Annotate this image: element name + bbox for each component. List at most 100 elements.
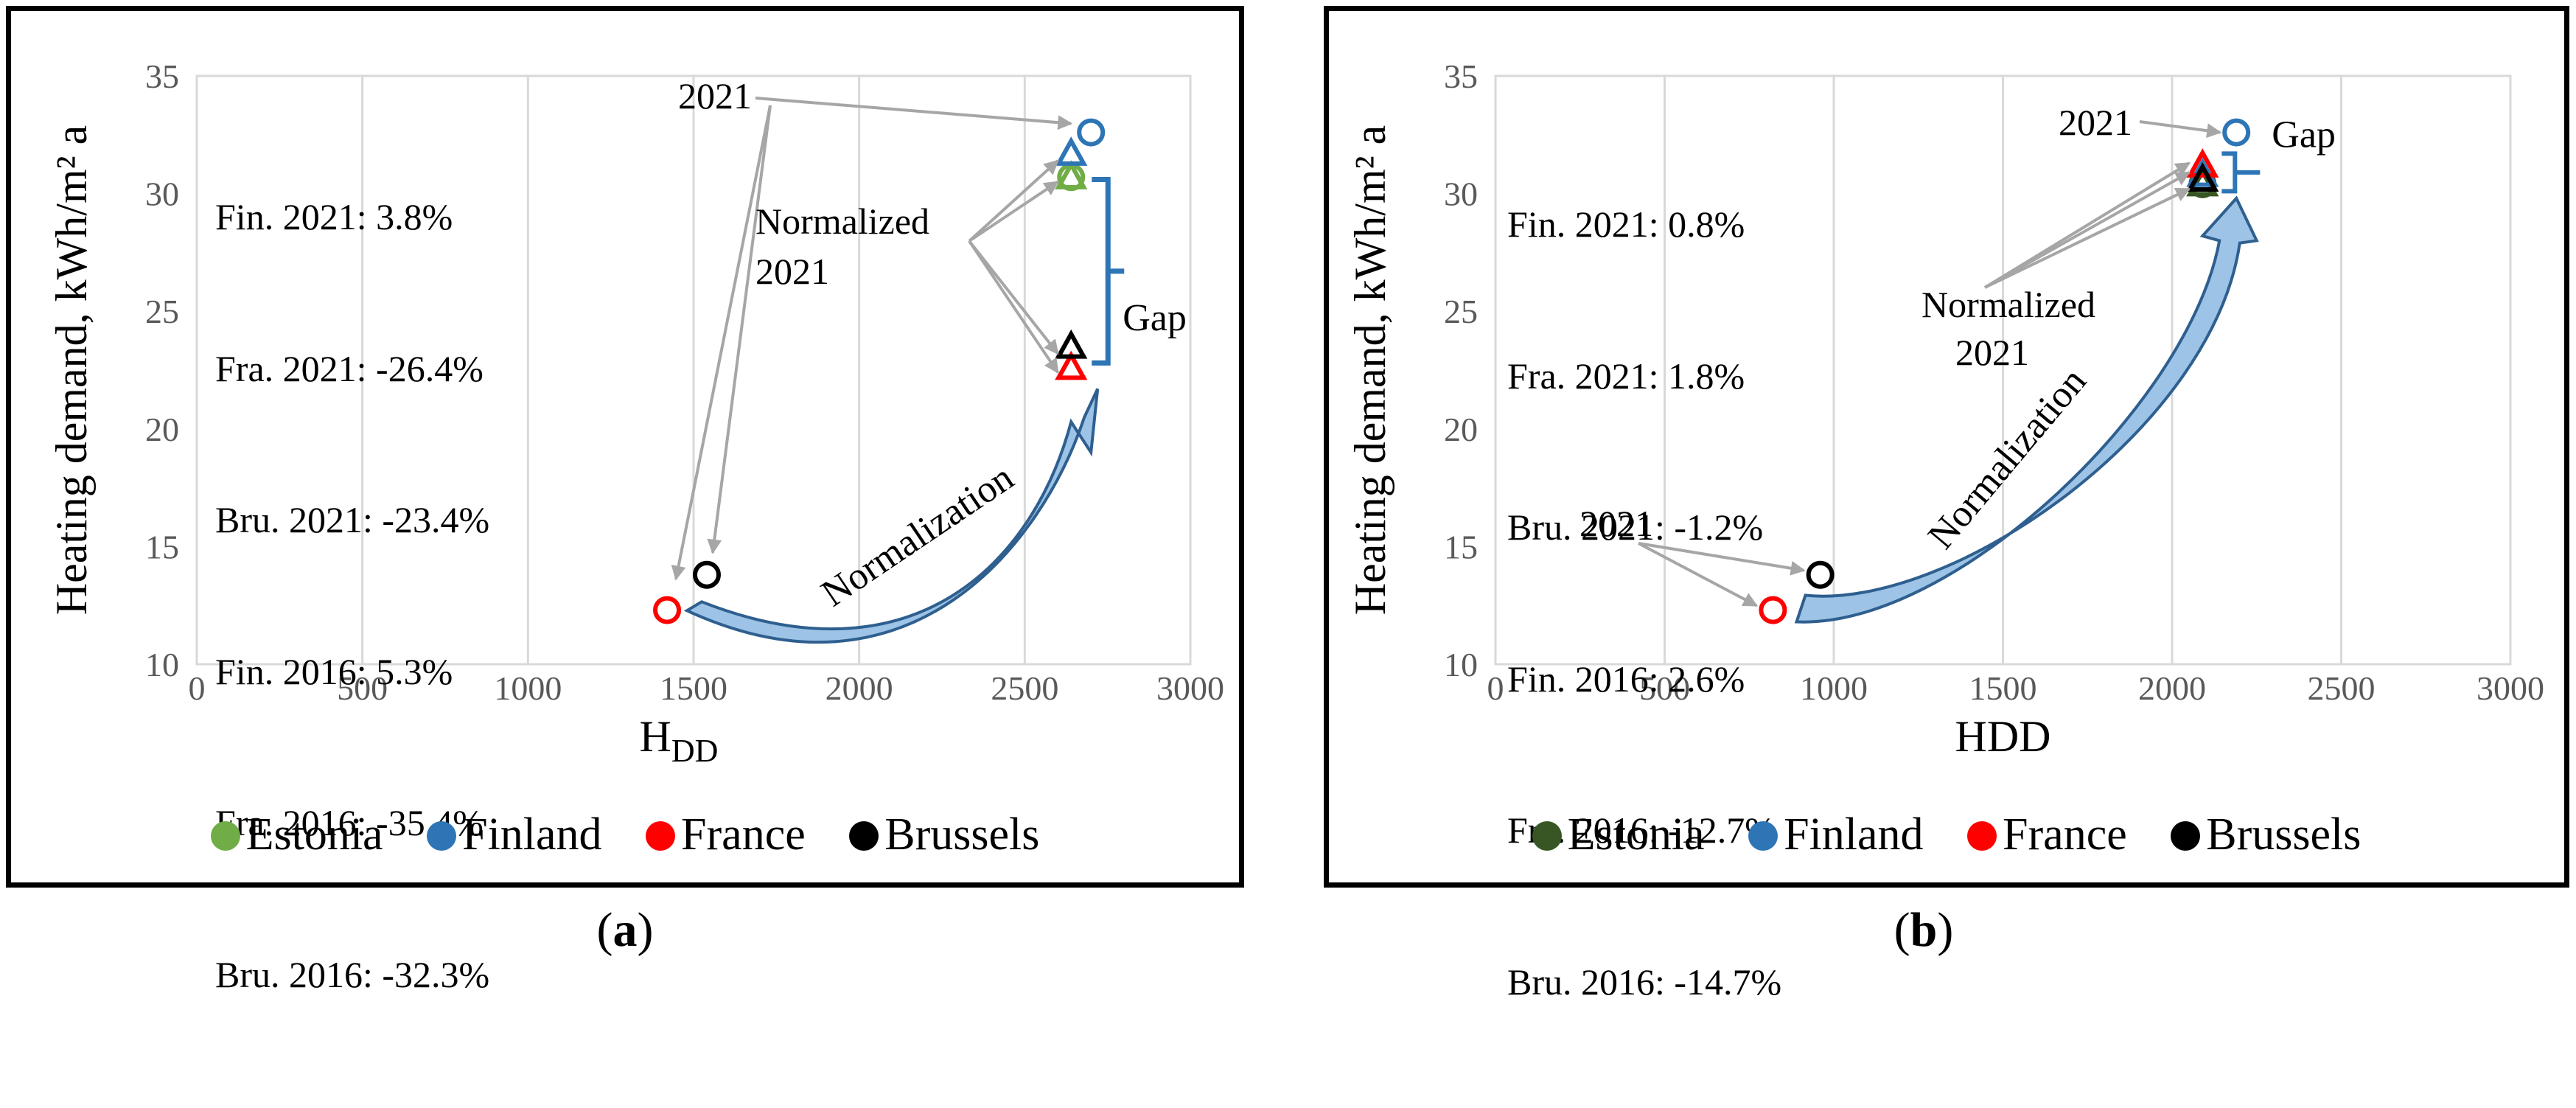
y-tick-label: 20 (145, 411, 179, 448)
data-point-france-normalized (1055, 350, 1088, 380)
stat-line: Fra. 2021: 1.8% (1507, 355, 1745, 397)
legend-item-brussels: Brussels (2171, 809, 2361, 861)
y-tick-label: 35 (145, 58, 179, 95)
normalization-label: Normalization (814, 456, 1022, 615)
legend-item-france: France (1967, 809, 2127, 861)
caption-letter: a (612, 903, 638, 957)
legend-label: Brussels (2206, 809, 2362, 860)
stat-line: Bru. 2021: -23.4% (215, 499, 490, 540)
annotation-arrow (968, 159, 1059, 243)
x-tick-label: 2500 (991, 669, 1058, 707)
stat-line: Fin. 2021: 0.8% (1507, 203, 1745, 245)
estonia-marker-icon (1532, 820, 1562, 851)
gap-label: Gap (2272, 114, 2336, 156)
annotation-normalized-label: Normalized (1921, 284, 2095, 325)
data-point-brussels-normalized (2186, 162, 2219, 192)
data-point-france-normalized (2186, 148, 2219, 178)
data-point-finland-2021 (1077, 118, 1106, 147)
data-point-finland-2021 (2222, 118, 2251, 147)
legend-item-france: France (646, 809, 806, 861)
panel-caption-b: (b) (1893, 903, 1954, 957)
france-marker-icon (646, 820, 676, 851)
brussels-marker-icon (849, 820, 879, 851)
data-point-brussels-2021 (692, 560, 721, 589)
annotation-arrow (2139, 120, 2222, 139)
legend-item-finland: Finland (1748, 809, 1924, 861)
x-tick-label: 500 (1639, 669, 1690, 707)
legend-a: Estonia Finland France Brussels (11, 809, 1239, 861)
stat-line: Fra. 2021: -26.4% (215, 347, 484, 389)
y-tick-label: 30 (145, 175, 179, 213)
x-tick-label: 1500 (1969, 669, 2037, 707)
x-tick-label: 0 (189, 669, 206, 707)
x-axis-label-subscript: DD (671, 733, 719, 769)
annotation-arrow (1984, 171, 2191, 289)
y-tick-label: 15 (145, 528, 179, 565)
x-tick-label: 3000 (1156, 669, 1224, 707)
legend-item-finland: Finland (427, 809, 602, 861)
annotation-arrow (755, 97, 1073, 130)
legend-label: Estonia (1567, 809, 1705, 860)
finland-marker-icon (1748, 820, 1779, 851)
annotation-arrow (1638, 542, 1806, 576)
y-tick-label: 35 (1444, 58, 1478, 95)
legend-b: Estonia Finland France Brussels (1329, 809, 2564, 861)
chart-panel-a: 0 500 1000 1500 2000 2500 3000 10 15 20 25 30 35 Heat… (6, 6, 1244, 995)
x-tick-label: 2000 (825, 669, 893, 707)
data-point-finland-normalized (1055, 136, 1088, 166)
y-tick-label: 25 (145, 293, 179, 330)
annotation-normalized-label: Normalized (755, 201, 929, 242)
estonia-marker-icon (210, 820, 240, 851)
annotation-arrow (968, 180, 1059, 243)
legend-label: France (681, 809, 806, 860)
data-point-brussels-normalized (1055, 329, 1088, 359)
stats-box-b: Fin. 2021: 0.8% Fra. 2021: 1.8% Bru. 202… (1507, 98, 1781, 1108)
data-point-brussels-2021 (1806, 560, 1835, 589)
annotation-arrow (671, 105, 772, 581)
finland-marker-icon (427, 820, 457, 851)
x-tick-label: 0 (1487, 669, 1504, 707)
stat-line: Fin. 2021: 3.8% (215, 196, 453, 237)
annotation-year: 2021 (678, 75, 752, 116)
caption-letter: b (1910, 903, 1938, 957)
y-tick-label: 30 (1444, 175, 1478, 213)
annotation-arrow (1984, 187, 2191, 289)
x-axis-label: HDD (1955, 712, 2051, 761)
y-tick-label: 25 (1444, 293, 1478, 330)
annotation-normalized-label: 2021 (755, 251, 829, 292)
stat-line: Bru. 2016: -32.3% (215, 953, 490, 995)
legend-label: Finland (1784, 809, 1924, 860)
annotation-arrow (968, 240, 1059, 355)
legend-label: Finland (462, 809, 602, 860)
data-point-estonia-normalized (1055, 160, 1088, 189)
annotation-year: 2021 (2059, 102, 2132, 143)
panel-caption-a: (a) (596, 903, 654, 957)
annotation-year: 2021 (1580, 503, 1653, 544)
gap-bracket (1092, 176, 1125, 366)
annotation-arrow (1638, 542, 1759, 607)
x-tick-label: 500 (337, 669, 388, 707)
chart-a-svg: 0 500 1000 1500 2000 2500 3000 10 15 20 25 30 35 Heat… (47, 58, 1224, 769)
x-axis-label: HDD (640, 712, 719, 769)
x-tick-label: 2500 (2308, 669, 2376, 707)
data-point-france-2021 (653, 596, 682, 624)
y-tick-label: 10 (1444, 646, 1478, 683)
chart-b-svg: 0 500 1000 1500 2000 2500 3000 10 15 20 25 30 35 Heat… (1346, 58, 2544, 761)
normalization-label: Normalization (1920, 360, 2095, 557)
x-tick-label: 2000 (2138, 669, 2206, 707)
legend-item-estonia: Estonia (210, 809, 383, 861)
x-tick-label: 1000 (494, 669, 562, 707)
gap-label: Gap (1123, 297, 1187, 339)
stats-box-a: Fin. 2021: 3.8% Fra. 2021: -26.4% Bru. 2… (215, 91, 489, 1101)
y-tick-label: 20 (1444, 411, 1478, 448)
normalization-arrow (1794, 195, 2259, 624)
france-marker-icon (1967, 820, 1997, 851)
stat-line: Fin. 2016: 2.6% (1507, 658, 1745, 700)
y-axis-label: Heating demand, kWh/m² a (1346, 125, 1395, 615)
y-tick-label: 10 (145, 646, 179, 683)
chart-panel-b: 0 500 1000 1500 2000 2500 3000 10 15 20 25 30 35 Heat… (1324, 6, 2569, 1003)
legend-label: France (2003, 809, 2127, 860)
annotation-arrow (707, 105, 772, 554)
x-tick-label: 1500 (660, 669, 727, 707)
stat-line: Fin. 2016: 5.3% (215, 650, 453, 692)
